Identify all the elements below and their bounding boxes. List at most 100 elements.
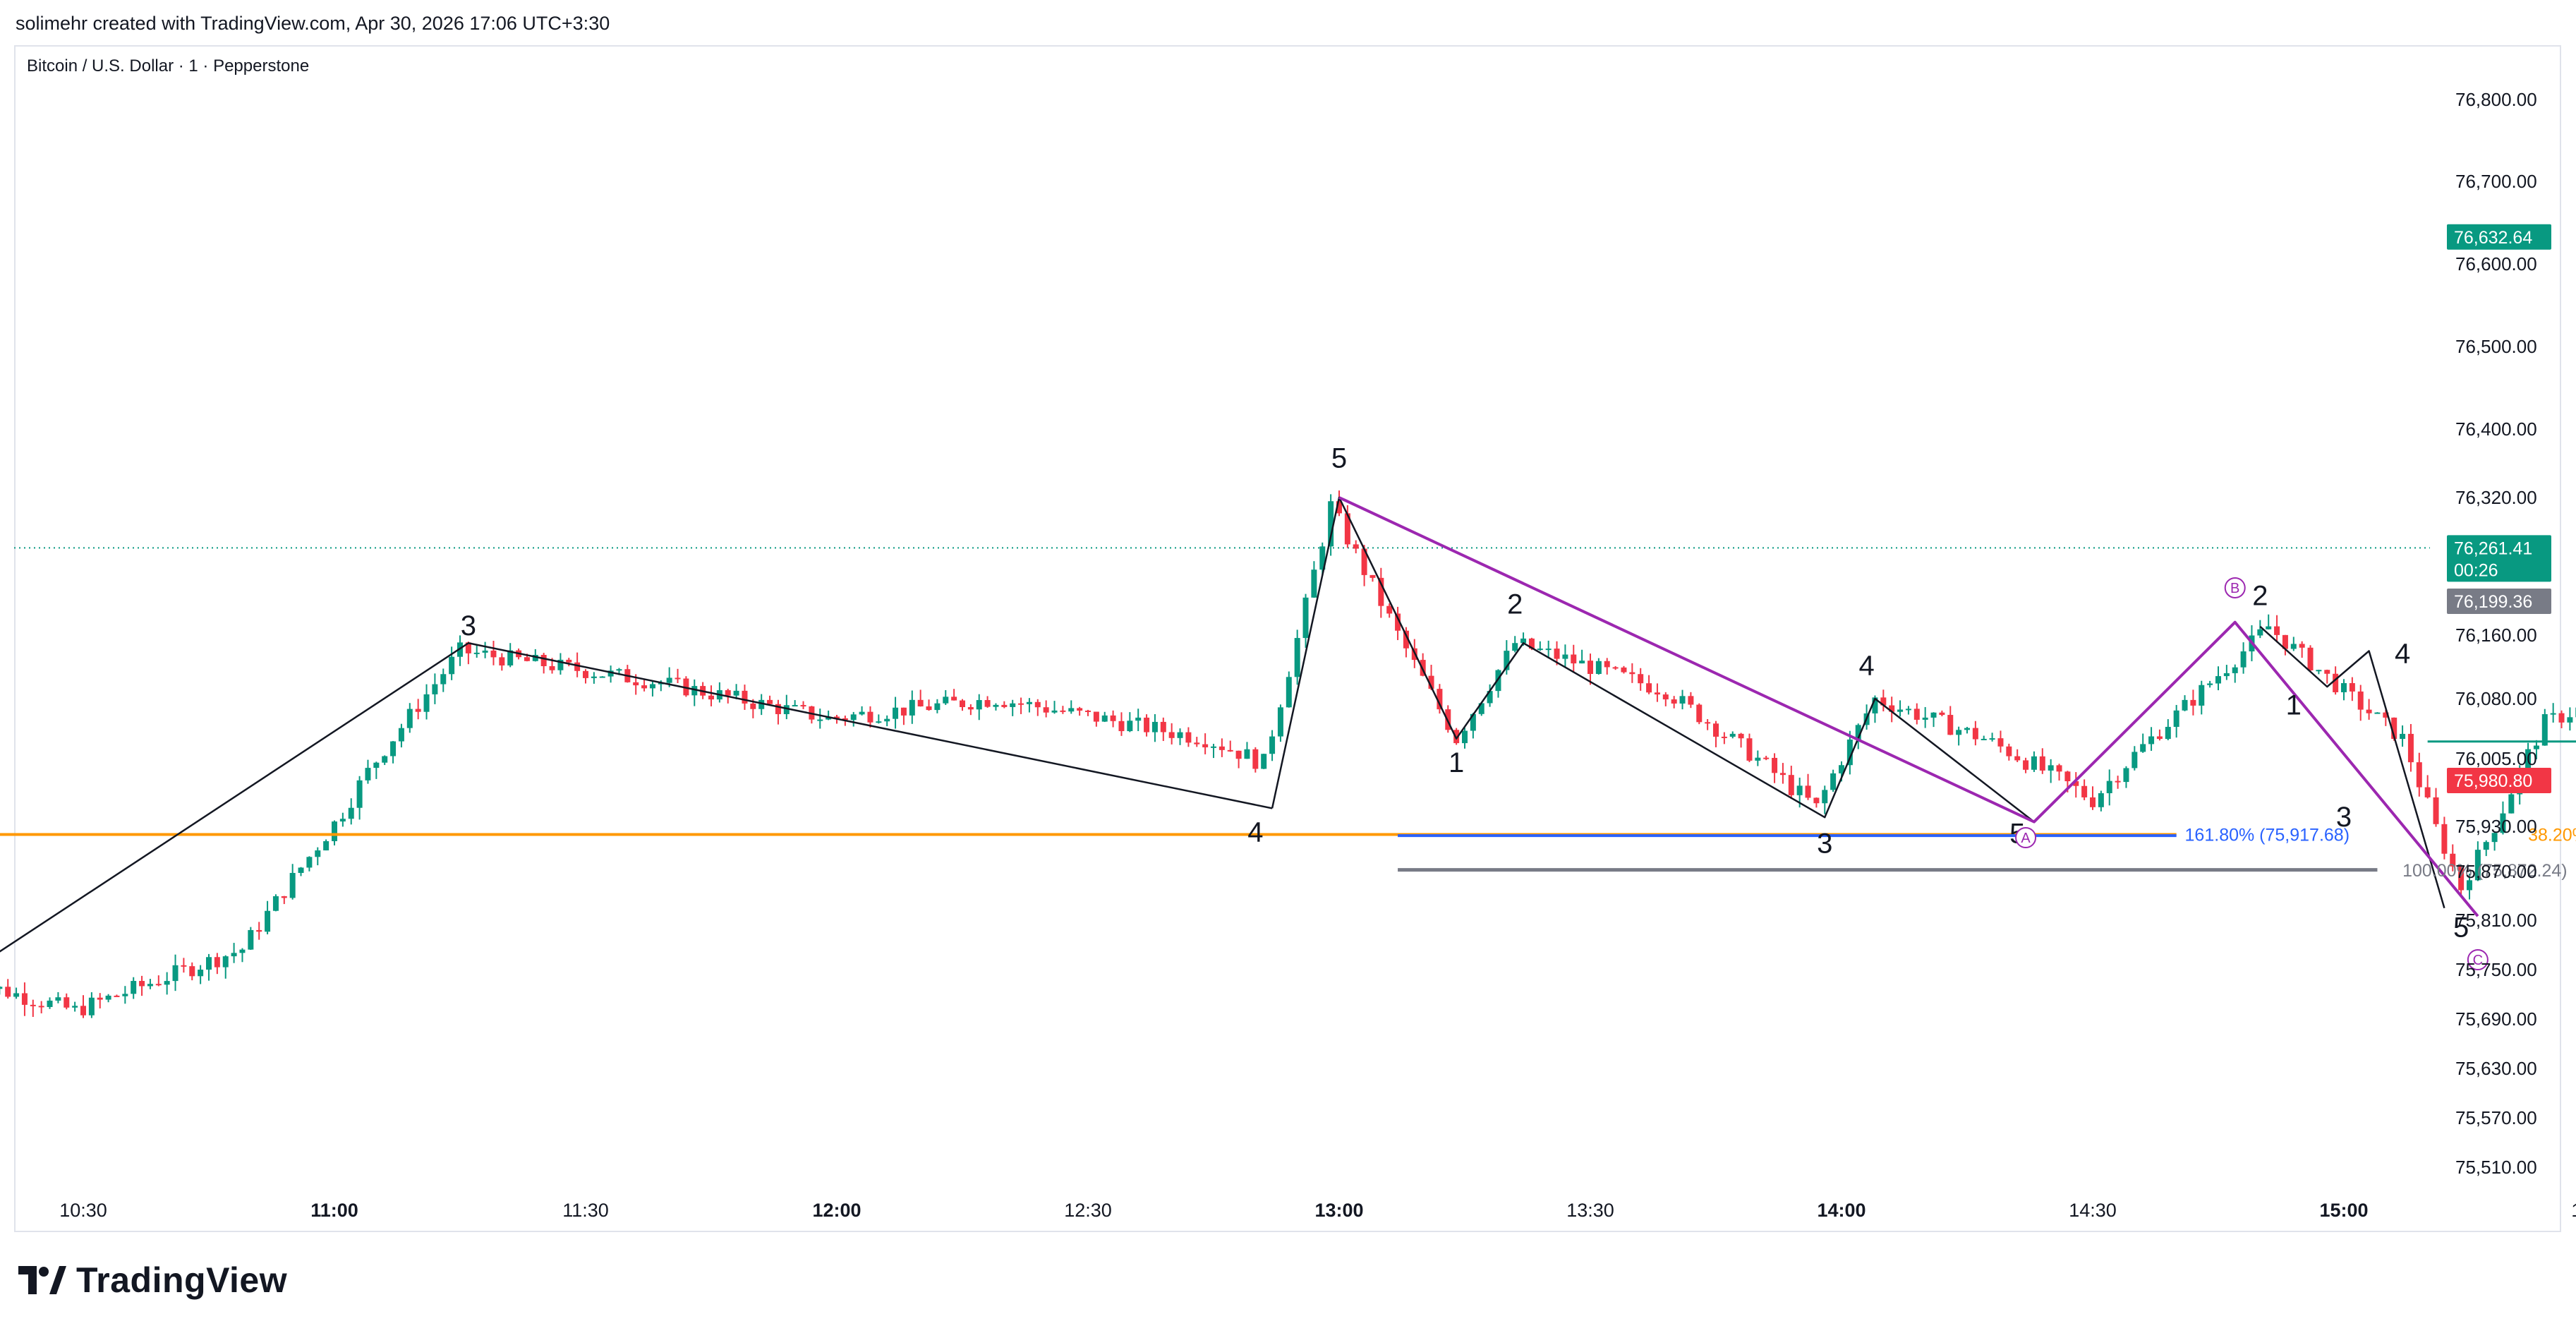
wave-label[interactable]: 2 <box>1507 589 1523 620</box>
candle-body <box>926 706 932 711</box>
candle-body <box>1562 654 1568 659</box>
candle-body <box>2123 768 2129 783</box>
wave-circle-label[interactable]: A <box>2015 827 2037 848</box>
wave-label[interactable]: 4 <box>1247 816 1263 848</box>
price-tick-label: 75,810.00 <box>2455 910 2537 931</box>
candle-body <box>415 709 421 712</box>
candle-body <box>993 704 999 707</box>
candle-body <box>1889 705 1895 712</box>
candle-body <box>2558 713 2565 723</box>
candle-body <box>1696 704 1703 723</box>
candle-body <box>72 1006 78 1008</box>
wave-labels: 3451234512345ABC161.80% (75,917.68)38.20… <box>461 443 2576 970</box>
candle-body <box>1997 738 2004 747</box>
candle-body <box>2567 717 2573 723</box>
wave-circle-label[interactable]: C <box>2467 949 2489 970</box>
price-badge[interactable]: 76,199.36 <box>2447 589 2551 615</box>
price-badge[interactable]: 75,980.80 <box>2447 767 2551 793</box>
wave-circle-label[interactable]: B <box>2224 577 2246 598</box>
candle-body <box>976 700 982 710</box>
candle-body <box>591 676 597 678</box>
candle-body <box>365 768 371 780</box>
candle-body <box>1721 736 1727 738</box>
elliott-impulse-line[interactable] <box>0 642 1273 974</box>
candle-body <box>1026 701 1032 704</box>
candle-body <box>943 697 949 704</box>
candle-body <box>1537 649 1543 651</box>
elliott-impulse-line[interactable] <box>2259 625 2445 909</box>
candle-body <box>666 677 672 683</box>
candle-body <box>1738 733 1744 739</box>
price-tick-label: 76,600.00 <box>2455 253 2537 275</box>
candle-body <box>1144 717 1150 733</box>
elliott-corrective-line[interactable] <box>1338 496 2479 917</box>
candle-body <box>1185 732 1192 743</box>
candle-body <box>1403 630 1409 649</box>
wave-label[interactable]: 3 <box>2336 802 2352 833</box>
candle-body <box>1118 721 1125 732</box>
candle-body <box>55 997 61 1001</box>
candle-body <box>909 699 915 716</box>
tradingview-logo[interactable]: TradingView <box>18 1260 287 1301</box>
candle-body <box>1168 732 1175 738</box>
candle-body <box>30 1004 36 1006</box>
wave-label[interactable]: 4 <box>1858 650 1874 681</box>
candle-body <box>2307 647 2314 670</box>
candle-body <box>850 714 857 721</box>
candle-body <box>725 690 731 696</box>
candle-body <box>2550 713 2556 715</box>
wave-label[interactable]: 5 <box>1331 443 1347 474</box>
candle-body <box>1788 775 1794 795</box>
candle-body <box>1110 715 1116 721</box>
wave-label[interactable]: 1 <box>1449 747 1464 778</box>
candle-body <box>1880 697 1887 706</box>
wave-label[interactable]: 2 <box>2252 580 2268 611</box>
candle-body <box>2266 626 2272 629</box>
price-badge-bg <box>2447 767 2551 793</box>
wave-label[interactable]: 4 <box>2395 638 2410 669</box>
candle-body <box>607 670 614 677</box>
candle-body <box>1001 704 1008 707</box>
candle-body <box>876 721 882 723</box>
candle-body <box>382 756 388 763</box>
candle-body <box>1378 577 1384 606</box>
candle-body <box>2156 736 2163 740</box>
candle-body <box>2098 793 2104 807</box>
candle-body <box>356 780 363 808</box>
elliott-impulse-line[interactable] <box>1271 496 2035 823</box>
wave-label[interactable]: 3 <box>461 610 476 641</box>
candle-body <box>2006 746 2012 757</box>
candle-body <box>2491 833 2498 843</box>
symbol-title[interactable]: Bitcoin / U.S. Dollar · 1 · Pepperstone <box>27 56 309 76</box>
candle-body <box>1261 754 1267 769</box>
candle-body <box>21 993 28 1005</box>
wave-label[interactable]: 1 <box>2286 690 2302 721</box>
candle-body <box>2048 765 2054 771</box>
wave-label[interactable]: 5 <box>2453 912 2469 943</box>
candle-body <box>2391 717 2397 740</box>
price-badge-value: 76,199.36 <box>2454 592 2532 612</box>
bar-countdown: 00:26 <box>2454 560 2498 580</box>
candle-body <box>1101 715 1108 722</box>
candle-body <box>281 896 287 898</box>
candle-body <box>2474 850 2481 881</box>
candle-body <box>1018 703 1024 705</box>
candle-body <box>1813 797 1820 804</box>
price-badge[interactable]: 76,632.64 <box>2447 224 2551 250</box>
candle-body <box>2131 752 2138 769</box>
candle-body <box>2316 670 2322 672</box>
time-tick-label: 12:30 <box>1064 1200 1112 1221</box>
candle-body <box>1051 710 1058 713</box>
candle-body <box>750 703 756 709</box>
candle-body <box>2090 797 2096 807</box>
wave-label[interactable]: 3 <box>1817 828 1832 859</box>
candle-body <box>633 682 639 686</box>
candle-body <box>2290 644 2297 649</box>
candle-body <box>1972 728 1978 740</box>
candle-body <box>1151 721 1158 733</box>
price-tick-label: 76,320.00 <box>2455 487 2537 508</box>
chart-attribution: solimehr created with TradingView.com, A… <box>16 13 610 34</box>
candle-body <box>1654 692 1660 695</box>
